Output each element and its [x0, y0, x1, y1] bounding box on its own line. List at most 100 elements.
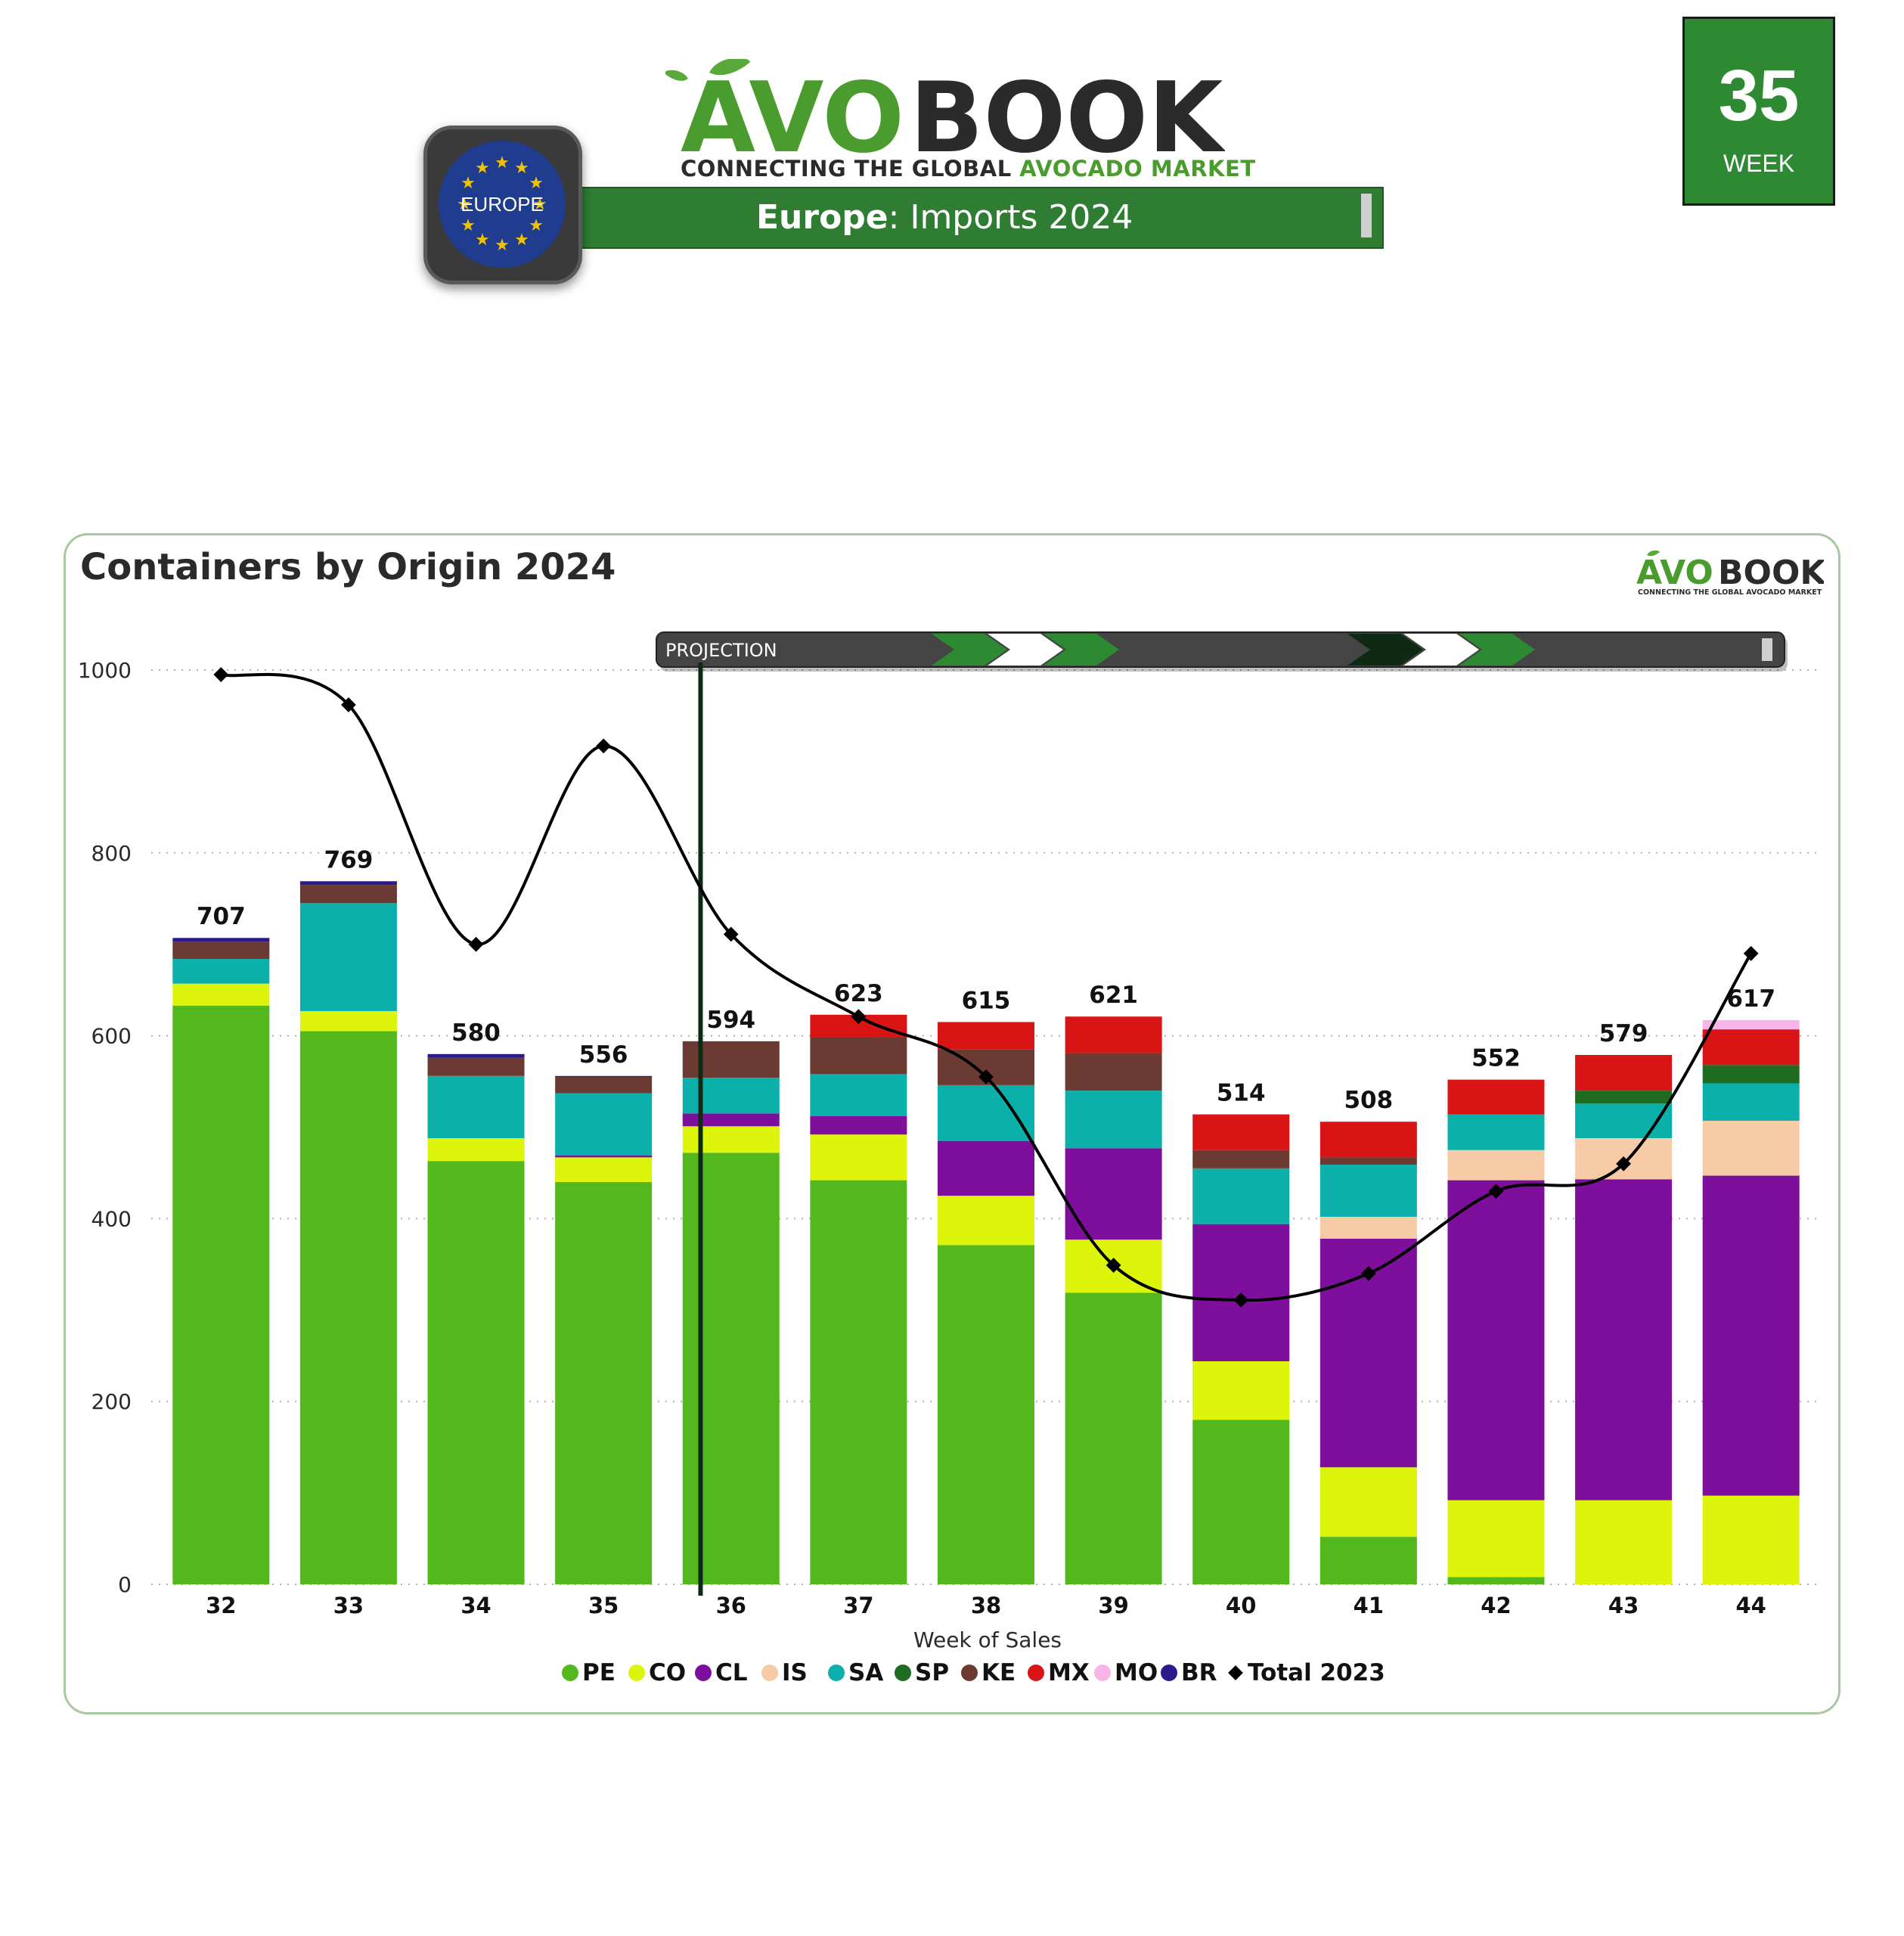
bar-segment-co: [1447, 1500, 1545, 1578]
bar-segment-mx: [1447, 1079, 1545, 1115]
legend-marker-cl: [695, 1665, 712, 1681]
x-tick-label: 40: [1226, 1593, 1256, 1618]
small-logo-tagline: CONNECTING THE GLOBAL AVOCADO MARKET: [1638, 588, 1822, 597]
legend-label: IS: [782, 1659, 808, 1686]
svg-text:★: ★: [457, 195, 472, 214]
bar-total-label: 594: [706, 1007, 755, 1034]
bar-segment-pe: [938, 1245, 1034, 1584]
bar-segment-mx: [1065, 1016, 1162, 1053]
total-2023-point: [1488, 1184, 1504, 1199]
x-tick-label: 35: [588, 1593, 619, 1618]
svg-text:★: ★: [460, 216, 476, 235]
bar-segment-mx: [1319, 1122, 1417, 1158]
legend-marker-total-2023: [1228, 1665, 1243, 1680]
x-tick-label: 32: [206, 1593, 236, 1618]
bar-segment-cl: [1702, 1175, 1800, 1496]
bar-segment-ke: [682, 1041, 780, 1078]
bar-segment-mo: [1702, 1020, 1800, 1030]
total-2023-point: [1616, 1156, 1631, 1171]
bar-total-label: 514: [1217, 1080, 1266, 1107]
bar-total-label: 508: [1344, 1087, 1393, 1114]
bar-segment-sa: [555, 1093, 653, 1156]
bar-segment-ke: [1065, 1053, 1162, 1091]
x-tick-label: 42: [1481, 1593, 1511, 1618]
bar-segment-sa: [1702, 1083, 1800, 1122]
total-2023-point: [341, 697, 356, 712]
bar-total-label: 556: [579, 1041, 628, 1069]
bar-segment-sp: [1702, 1065, 1800, 1084]
bar-total-label: 623: [834, 980, 883, 1007]
subtitle-rest: : Imports 2024: [888, 198, 1133, 237]
subtitle-region: Europe: [756, 198, 888, 237]
y-tick-label: 200: [91, 1389, 132, 1414]
x-tick-label: 44: [1736, 1593, 1766, 1618]
svg-text:★: ★: [475, 159, 490, 178]
subtitle-bar-handle: [1361, 194, 1372, 237]
bar-segment-cl: [555, 1155, 653, 1158]
projection-banner-handle: [1762, 638, 1772, 661]
y-tick-label: 1000: [78, 658, 132, 683]
leaf-icon: [1647, 551, 1660, 557]
legend-label: MX: [1048, 1659, 1090, 1686]
x-tick-label: 34: [460, 1593, 491, 1618]
total-2023-point: [1233, 1292, 1249, 1308]
x-axis-title: Week of Sales: [913, 1627, 1062, 1652]
x-axis: 32 33 34 35 36 37 38 39 40 41 42 43 44: [206, 1593, 1766, 1618]
bar-segment-pe: [682, 1153, 780, 1584]
legend-marker-mx: [1028, 1665, 1044, 1681]
bar-total-label: 707: [197, 903, 246, 930]
chart-title: Containers by Origin 2024: [80, 546, 616, 588]
legend-label: KE: [981, 1659, 1016, 1686]
svg-text:★: ★: [495, 236, 510, 255]
chevron-arrow-icon: [1459, 634, 1535, 666]
bar-segment-br: [555, 1075, 653, 1078]
bar-segment-ke: [427, 1057, 525, 1076]
legend-label: MO: [1115, 1659, 1158, 1686]
region-label: EUROPE: [460, 193, 544, 216]
svg-text:★: ★: [529, 174, 544, 193]
x-tick-label: 33: [333, 1593, 364, 1618]
bar-segment-mx: [938, 1022, 1034, 1050]
bar-segment-br: [299, 881, 397, 886]
tagline-dark: CONNECTING THE GLOBAL: [681, 156, 1020, 182]
bar-segment-pe: [1447, 1577, 1545, 1584]
bar-segment-sa: [682, 1078, 780, 1114]
bar-segment-co: [427, 1138, 525, 1162]
bar-segment-sa: [1192, 1168, 1290, 1224]
y-tick-label: 0: [118, 1572, 132, 1597]
bar-segment-is: [1319, 1216, 1417, 1239]
projection-label: PROJECTION: [665, 640, 777, 661]
eu-flag-icon: ★ ★★ ★★★ ★★★ ★★★: [439, 141, 566, 268]
bar-segment-co: [810, 1134, 907, 1181]
bar-segment-co: [1192, 1361, 1290, 1420]
leaf-icon: [709, 59, 750, 76]
leaf-icon: [665, 70, 688, 81]
week-label: WEEK: [1723, 150, 1795, 177]
bar-segment-cl: [810, 1115, 907, 1135]
bar-segment-sp: [1575, 1091, 1673, 1104]
bar-total-label: 580: [451, 1019, 501, 1047]
tagline-green: AVOCADO MARKET: [1019, 156, 1256, 182]
x-tick-label: 37: [843, 1593, 873, 1618]
chevron-arrow-icon: [1043, 634, 1119, 666]
svg-text:★: ★: [514, 159, 529, 178]
bar-total-label: 621: [1089, 982, 1138, 1009]
total-2023-point: [978, 1069, 994, 1084]
total-2023-point: [1743, 945, 1759, 961]
chevron-arrow-icon: [932, 634, 1007, 666]
bar-segment-cl: [1575, 1179, 1673, 1500]
bar-segment-cl: [1065, 1148, 1162, 1240]
x-tick-label: 36: [716, 1593, 746, 1618]
logo-text-dark: BOOK: [910, 62, 1225, 157]
x-tick-label: 43: [1608, 1593, 1639, 1618]
subtitle-bar: [544, 187, 1384, 249]
bar-segment-pe: [299, 1031, 397, 1584]
bar-segment-co: [1575, 1500, 1673, 1584]
week-number: 35: [1718, 55, 1800, 136]
bar-segment-br: [172, 938, 270, 942]
logo-tagline: CONNECTING THE GLOBAL AVOCADO MARKET: [681, 156, 1256, 182]
x-tick-label: 38: [971, 1593, 1001, 1618]
total-2023-point: [213, 667, 229, 682]
avobook-small-logo: AVO BOOK CONNECTING THE GLOBAL AVOCADO M…: [1636, 551, 1824, 597]
